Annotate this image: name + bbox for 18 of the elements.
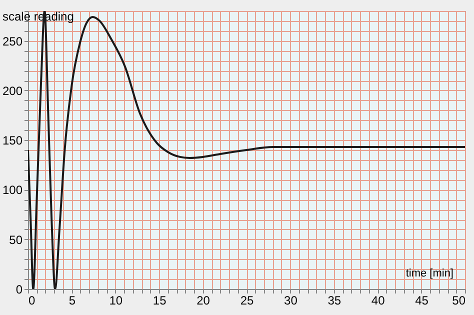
x-tick-label: 20 <box>196 294 210 308</box>
y-tick-label: 150 <box>2 134 23 148</box>
x-tick-label: 30 <box>284 294 298 308</box>
x-axis-title: time [min] <box>406 268 454 280</box>
x-tick-label: 40 <box>371 294 386 308</box>
y-tick-label: 200 <box>2 84 23 98</box>
y-tick-label: 0 <box>16 282 23 296</box>
x-tick-label: 25 <box>240 294 254 308</box>
x-tick-label: 15 <box>152 294 167 308</box>
y-tick-label: 100 <box>2 183 23 198</box>
x-tick-label: 10 <box>109 294 123 308</box>
y-tick-label: 50 <box>9 232 23 247</box>
x-tick-label: 35 <box>328 294 342 308</box>
x-tick-label: 45 <box>415 294 429 308</box>
x-tick-label: 0 <box>28 294 36 308</box>
x-tick-label: 5 <box>68 294 76 308</box>
y-tick-label: 250 <box>2 34 23 48</box>
x-tick-label: 50 <box>452 294 466 308</box>
